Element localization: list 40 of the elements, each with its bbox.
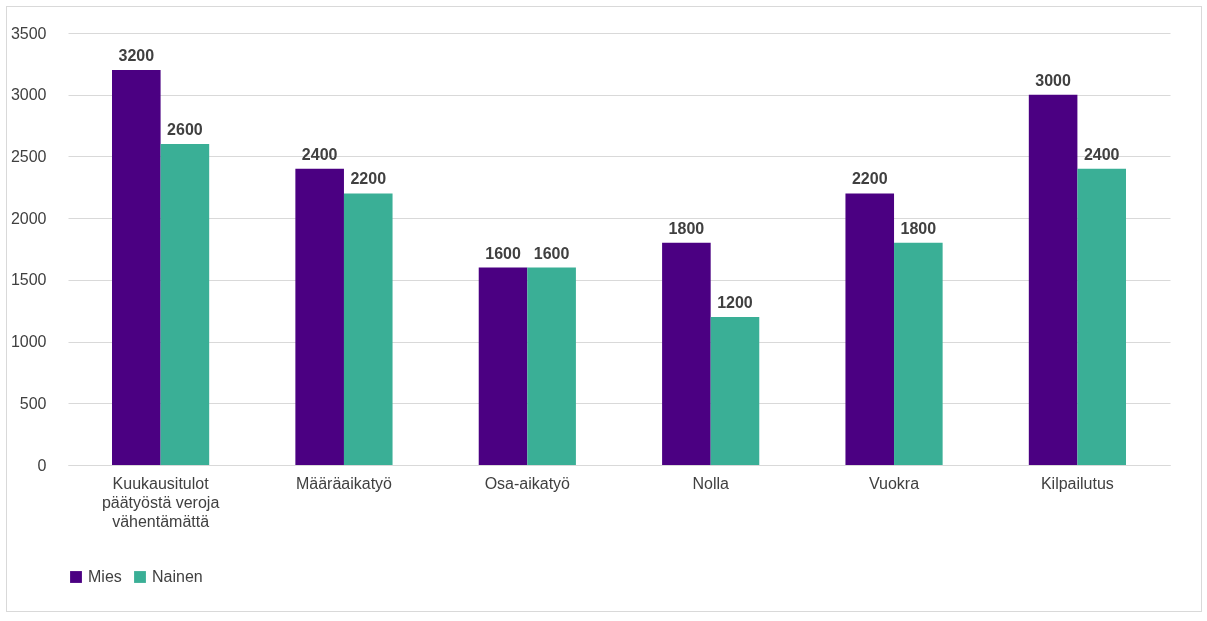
legend-label: Nainen (152, 568, 203, 585)
data-label: 1800 (668, 219, 705, 237)
data-label: 2200 (350, 170, 387, 188)
data-label: 1800 (900, 219, 937, 237)
bar (894, 242, 943, 465)
bar (1028, 94, 1078, 465)
bar (478, 267, 528, 465)
data-label: 1200 (717, 293, 753, 311)
y-tick-label: 1500 (10, 271, 47, 289)
bar (160, 144, 210, 465)
y-tick-label: 2500 (10, 147, 47, 165)
bar (527, 267, 576, 465)
y-tick-label: 500 (19, 394, 47, 412)
y-tick-label: 2000 (10, 209, 47, 227)
bar (662, 242, 711, 465)
bar (112, 70, 161, 465)
legend-label: Mies (88, 568, 122, 585)
y-tick-label: 3000 (10, 86, 47, 104)
data-label: 1600 (485, 244, 521, 262)
y-tick-label: 0 (37, 456, 47, 474)
x-tick-label: Kilpailutus (1040, 474, 1114, 492)
bar (295, 168, 344, 465)
x-tick-label: Osa-aikatyö (484, 474, 571, 492)
data-label: 1600 (533, 244, 570, 262)
bar (343, 193, 393, 465)
x-tick-label: Nolla (692, 474, 730, 492)
y-tick-label: 3500 (10, 24, 47, 42)
data-label: 3000 (1035, 71, 1072, 89)
x-tick-label: Määräaikatyö (295, 474, 393, 492)
data-label: 2200 (851, 170, 888, 188)
bar (710, 316, 760, 465)
data-label: 2600 (167, 121, 203, 139)
x-tick-label: Kuukausitulot päätyöstä veroja vähentämättä (101, 474, 220, 530)
bar (1077, 168, 1126, 465)
x-tick-label: Vuokra (868, 474, 920, 492)
data-label: 2400 (1083, 145, 1120, 163)
data-label: 3200 (118, 47, 155, 65)
data-label: 2400 (301, 145, 338, 163)
bar (845, 193, 895, 465)
y-tick-label: 1000 (10, 333, 47, 351)
